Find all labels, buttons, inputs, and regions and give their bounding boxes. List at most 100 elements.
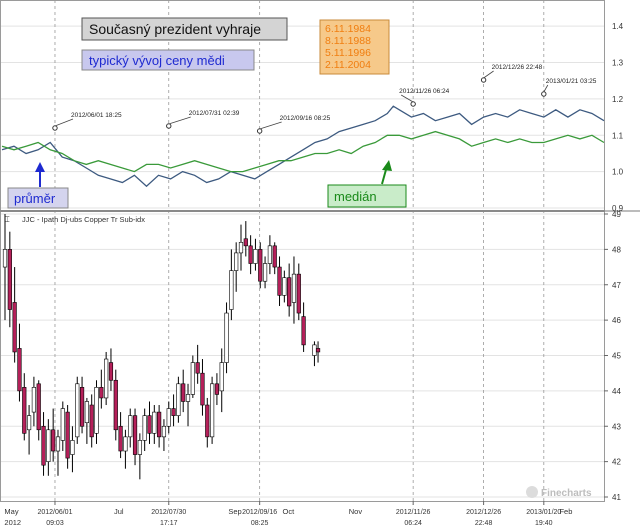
candle-body	[104, 358, 109, 399]
x-month-label: May	[4, 507, 18, 516]
x-month-label: Feb	[559, 507, 572, 516]
watermark-logo-icon	[526, 486, 538, 498]
bottom-y-tick-label: 42	[612, 458, 621, 467]
candle-body	[205, 404, 210, 438]
top-y-tick-label: 1.3	[612, 59, 624, 68]
candle-body	[282, 277, 287, 296]
candle-body	[157, 411, 162, 438]
top-panel-lines	[1, 105, 605, 188]
candle-body	[12, 302, 17, 353]
candle-body	[287, 277, 292, 307]
candle-body	[185, 394, 191, 402]
candle-body	[108, 362, 114, 381]
candle-body	[26, 415, 32, 431]
election-dates-box	[319, 19, 390, 75]
prumer-label: průměr	[14, 191, 56, 206]
annotation-marker	[52, 125, 58, 131]
candle-body	[75, 383, 80, 438]
median-arrow-head	[382, 160, 392, 171]
candle-body	[229, 270, 234, 310]
title-box	[81, 17, 288, 41]
bottom-y-tick-label: 41	[612, 493, 621, 502]
candle-body	[195, 362, 200, 374]
candle-body	[46, 429, 51, 462]
annotation-marker	[410, 101, 416, 107]
x-event-label-date: 2012/11/26	[396, 509, 431, 516]
candle-body	[84, 401, 89, 424]
candle-body	[113, 379, 118, 431]
annotation-leader	[168, 116, 191, 125]
candle-body	[7, 249, 12, 310]
annotation-marker	[256, 128, 263, 134]
candle-body	[70, 440, 75, 455]
candle-body	[190, 362, 195, 395]
top-y-tick-label: 1.1	[612, 131, 624, 140]
candle-body	[79, 387, 85, 427]
watermark: Finecharts	[526, 486, 592, 499]
candle-body	[296, 273, 301, 314]
annotation-markers: 2012/06/01 18:25 2012/07/31 02:39 2012/09/…	[52, 64, 597, 134]
annotation-label: 2012/07/31 02:39	[189, 110, 240, 117]
annotation-leader	[400, 94, 414, 103]
typical-label: typický vývoj ceny mědi	[89, 53, 225, 68]
candle-body	[60, 408, 65, 441]
candle-body	[142, 415, 147, 441]
candle-body	[181, 383, 186, 402]
candle-body	[243, 238, 248, 247]
typical-label-box	[81, 49, 255, 71]
candle-body	[137, 440, 142, 455]
candle-body	[312, 344, 317, 356]
candle-body	[132, 415, 138, 455]
x-axis: May 2012 Jul Sep Oct Nov Feb 2012/06/01 09:03 201…	[4, 501, 572, 527]
election-date: 2.11.2004	[325, 59, 371, 71]
x-event-label-date: 2013/01/20	[526, 509, 561, 516]
bottom-y-tick-label: 47	[612, 281, 621, 290]
annotation-leader	[483, 70, 494, 79]
candle-body	[214, 383, 220, 395]
annotation-marker	[480, 77, 487, 83]
candle-body	[147, 415, 152, 434]
x-month-label-year: 2012	[4, 518, 21, 527]
candle-body	[248, 245, 253, 264]
candle-body	[200, 372, 205, 406]
bottom-y-tick-label: 49	[612, 210, 621, 219]
candle-body	[224, 312, 229, 363]
candle-body	[36, 383, 41, 431]
candle-body	[315, 348, 321, 353]
x-month-label: Nov	[349, 507, 363, 516]
candle-body	[272, 245, 277, 268]
candle-body	[161, 425, 167, 438]
x-month-label: Sep	[228, 507, 241, 516]
bottom-y-tick-label: 48	[612, 245, 621, 254]
candle-body	[166, 408, 171, 427]
candle-body	[267, 245, 272, 264]
top-y-tick-label: 0.9	[612, 204, 624, 213]
candle-body	[51, 429, 56, 452]
x-event-label-date: 2012/07/30	[151, 509, 186, 516]
annotation-marker	[166, 123, 172, 129]
x-event-label-date: 2012/06/01	[37, 509, 72, 516]
candle-body	[152, 411, 157, 434]
annotation-label: 2013/01/21 03:25	[546, 78, 597, 85]
annotation-label: 2012/12/26 22:48	[492, 64, 543, 71]
median-label: medián	[334, 189, 377, 204]
chart-title: Současný prezident vyhraje	[89, 21, 261, 37]
top-y-axis: 1.4 1.3 1.2 1.1 1.0 0.9	[612, 22, 624, 213]
candle-body	[2, 249, 8, 268]
bottom-legend: JJC - Ipath Dj-ubs Copper Tr Sub-idx	[22, 215, 145, 224]
x-event-label-time: 19:40	[535, 520, 553, 527]
top-y-tick-label: 1.2	[612, 95, 624, 104]
x-event-label-time: 22:48	[475, 520, 493, 527]
candle-body	[65, 411, 70, 459]
prumer-arrow-head	[35, 162, 45, 172]
candle-body	[219, 362, 224, 392]
candle-body	[99, 387, 104, 399]
election-date: 5.11.1996	[325, 47, 371, 59]
prumer-box	[7, 187, 69, 209]
x-event-label-time: 09:03	[46, 520, 64, 527]
bottom-legend-icon: ⌶	[5, 215, 10, 224]
candle-body	[41, 425, 46, 466]
annotation-leader	[54, 118, 74, 127]
